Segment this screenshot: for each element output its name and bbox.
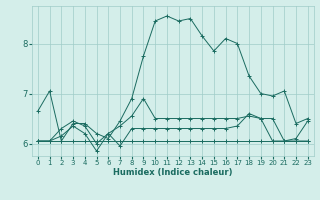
X-axis label: Humidex (Indice chaleur): Humidex (Indice chaleur) [113,168,233,177]
